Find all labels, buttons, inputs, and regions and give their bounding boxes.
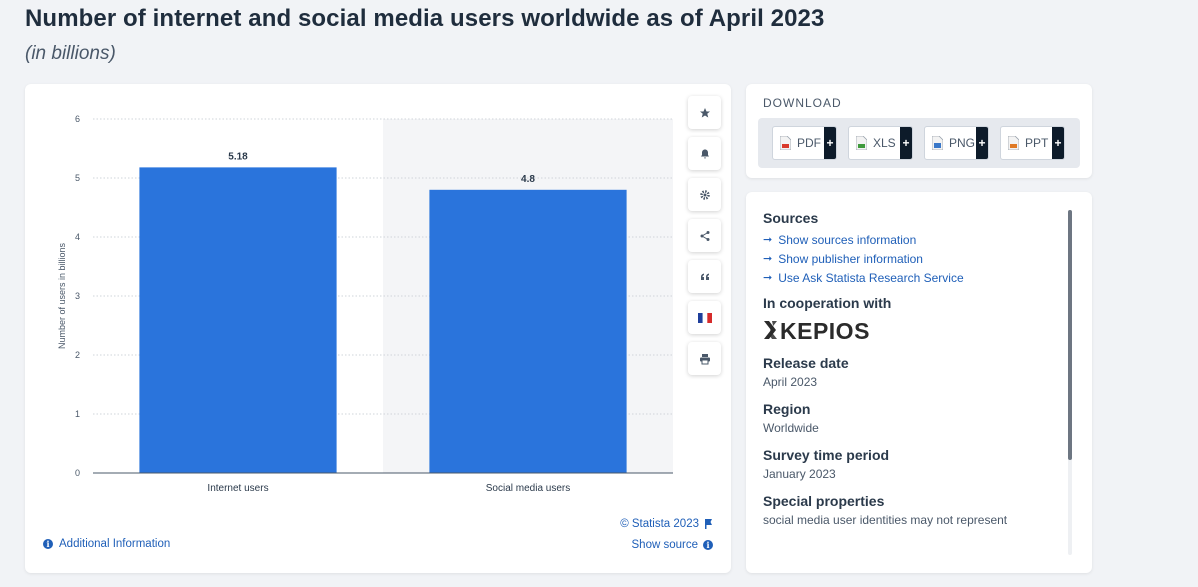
download-png-label: PNG bbox=[949, 136, 976, 150]
french-flag-icon bbox=[697, 312, 712, 323]
download-panel: DOWNLOAD PDF + XLS + PNG + PPT + bbox=[746, 84, 1092, 178]
ask-statista-label: Use Ask Statista Research Service bbox=[778, 270, 964, 285]
survey-period-heading: Survey time period bbox=[763, 447, 890, 463]
cooperation-heading: In cooperation with bbox=[763, 295, 892, 311]
download-title: DOWNLOAD bbox=[763, 96, 842, 110]
show-sources-link[interactable]: ➞ Show sources information bbox=[763, 230, 1063, 249]
favorite-button[interactable] bbox=[688, 96, 721, 129]
y-tick-label: 3 bbox=[75, 291, 80, 301]
show-source-link[interactable]: Show source i bbox=[632, 539, 713, 551]
kepios-logo-image: KEPIOS bbox=[764, 318, 870, 343]
bell-icon bbox=[700, 149, 709, 158]
bar bbox=[139, 167, 337, 473]
show-publisher-label: Show publisher information bbox=[778, 251, 923, 266]
page-subtitle: (in billions) bbox=[25, 43, 116, 64]
x-tick-label: Internet users bbox=[207, 483, 268, 494]
language-button[interactable] bbox=[688, 301, 721, 334]
star-icon bbox=[699, 107, 710, 117]
y-tick-label: 2 bbox=[75, 350, 80, 360]
download-xls-button[interactable]: XLS + bbox=[848, 126, 913, 160]
download-ppt-label: PPT bbox=[1025, 136, 1049, 150]
png-file-icon bbox=[931, 135, 944, 151]
bar-chart: 0 1 2 3 4 5 6 5.18 Internet users 4.8 Social medi… bbox=[57, 114, 673, 494]
data-label: 5.18 bbox=[228, 151, 248, 162]
arrow-right-icon: ➞ bbox=[763, 234, 773, 246]
download-png-plus: + bbox=[976, 127, 988, 159]
y-tick-label: 0 bbox=[75, 468, 80, 478]
additional-information-label: Additional Information bbox=[59, 538, 171, 550]
ppt-file-icon bbox=[1007, 135, 1020, 151]
sources-heading: Sources bbox=[763, 210, 819, 226]
download-pdf-label: PDF bbox=[797, 136, 821, 150]
pdf-file-icon bbox=[779, 135, 792, 151]
special-properties-value: social media user identities may not rep… bbox=[763, 513, 1008, 527]
quote-icon bbox=[700, 273, 709, 280]
statista-credit[interactable]: © Statista 2023 bbox=[620, 518, 713, 530]
bar bbox=[429, 189, 627, 474]
data-label: 4.8 bbox=[521, 174, 535, 185]
y-tick-label: 5 bbox=[75, 173, 80, 183]
release-date-value: April 2023 bbox=[763, 375, 818, 389]
download-pdf-plus: + bbox=[824, 127, 836, 159]
show-source-label: Show source bbox=[631, 539, 698, 551]
y-axis-title: Number of users in billions bbox=[57, 242, 67, 349]
cite-button[interactable] bbox=[688, 260, 721, 293]
arrow-right-icon: ➞ bbox=[763, 272, 773, 284]
download-pdf-button[interactable]: PDF + bbox=[772, 126, 837, 160]
y-tick-label: 4 bbox=[75, 232, 80, 242]
gear-icon bbox=[699, 189, 710, 200]
share-button[interactable] bbox=[688, 219, 721, 252]
chart-card: 0 1 2 3 4 5 6 5.18 Internet users 4.8 Social medi… bbox=[25, 84, 731, 573]
download-ppt-button[interactable]: PPT + bbox=[1000, 126, 1065, 160]
settings-button[interactable] bbox=[688, 178, 721, 211]
download-xls-plus: + bbox=[900, 127, 912, 159]
info-icon: i bbox=[43, 539, 53, 549]
y-tick-label: 1 bbox=[75, 409, 80, 419]
credit-text: © Statista 2023 bbox=[620, 518, 699, 530]
page-title: Number of internet and social media user… bbox=[25, 5, 825, 32]
flag-icon bbox=[705, 519, 712, 529]
statistic-details-panel: Sources ➞ Show sources information ➞ Sho… bbox=[746, 192, 1092, 573]
show-publisher-link[interactable]: ➞ Show publisher information bbox=[763, 249, 1063, 268]
info-icon: i bbox=[703, 540, 713, 550]
xls-file-icon bbox=[855, 135, 868, 151]
special-properties-heading: Special properties bbox=[763, 493, 885, 509]
additional-information-link[interactable]: i Additional Information bbox=[43, 538, 170, 550]
details-scrollbar[interactable] bbox=[1068, 210, 1072, 555]
download-button-bar: PDF + XLS + PNG + PPT + bbox=[758, 118, 1080, 168]
print-button[interactable] bbox=[688, 342, 721, 375]
release-date-heading: Release date bbox=[763, 355, 849, 371]
x-tick-label: Social media users bbox=[486, 483, 570, 494]
arrow-right-icon: ➞ bbox=[763, 253, 773, 265]
download-ppt-plus: + bbox=[1052, 127, 1064, 159]
show-sources-label: Show sources information bbox=[778, 232, 917, 247]
download-png-button[interactable]: PNG + bbox=[924, 126, 989, 160]
survey-period-value: January 2023 bbox=[763, 467, 836, 481]
y-tick-label: 6 bbox=[75, 114, 80, 124]
print-icon bbox=[699, 353, 710, 364]
details-content: Sources ➞ Show sources information ➞ Sho… bbox=[763, 210, 1063, 539]
ask-statista-link[interactable]: ➞ Use Ask Statista Research Service bbox=[763, 268, 1063, 287]
kepios-logo-text: KEPIOS bbox=[780, 318, 870, 343]
share-icon bbox=[700, 230, 709, 241]
notification-button[interactable] bbox=[688, 137, 721, 170]
download-xls-label: XLS bbox=[873, 136, 896, 150]
scrollbar-thumb[interactable] bbox=[1068, 210, 1072, 460]
region-heading: Region bbox=[763, 401, 811, 417]
region-value: Worldwide bbox=[763, 421, 819, 435]
kepios-logo: KEPIOS bbox=[763, 315, 1063, 345]
